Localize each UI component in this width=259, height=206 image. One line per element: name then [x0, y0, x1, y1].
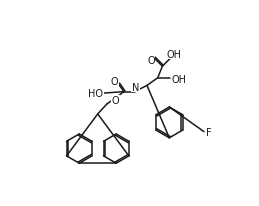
Text: O: O [111, 76, 118, 86]
Text: F: F [206, 127, 212, 137]
Text: OH: OH [172, 75, 187, 85]
Text: HO: HO [88, 89, 103, 99]
Text: O: O [112, 96, 119, 105]
Text: O: O [147, 56, 155, 66]
Text: N: N [132, 83, 139, 92]
Text: OH: OH [167, 50, 182, 60]
